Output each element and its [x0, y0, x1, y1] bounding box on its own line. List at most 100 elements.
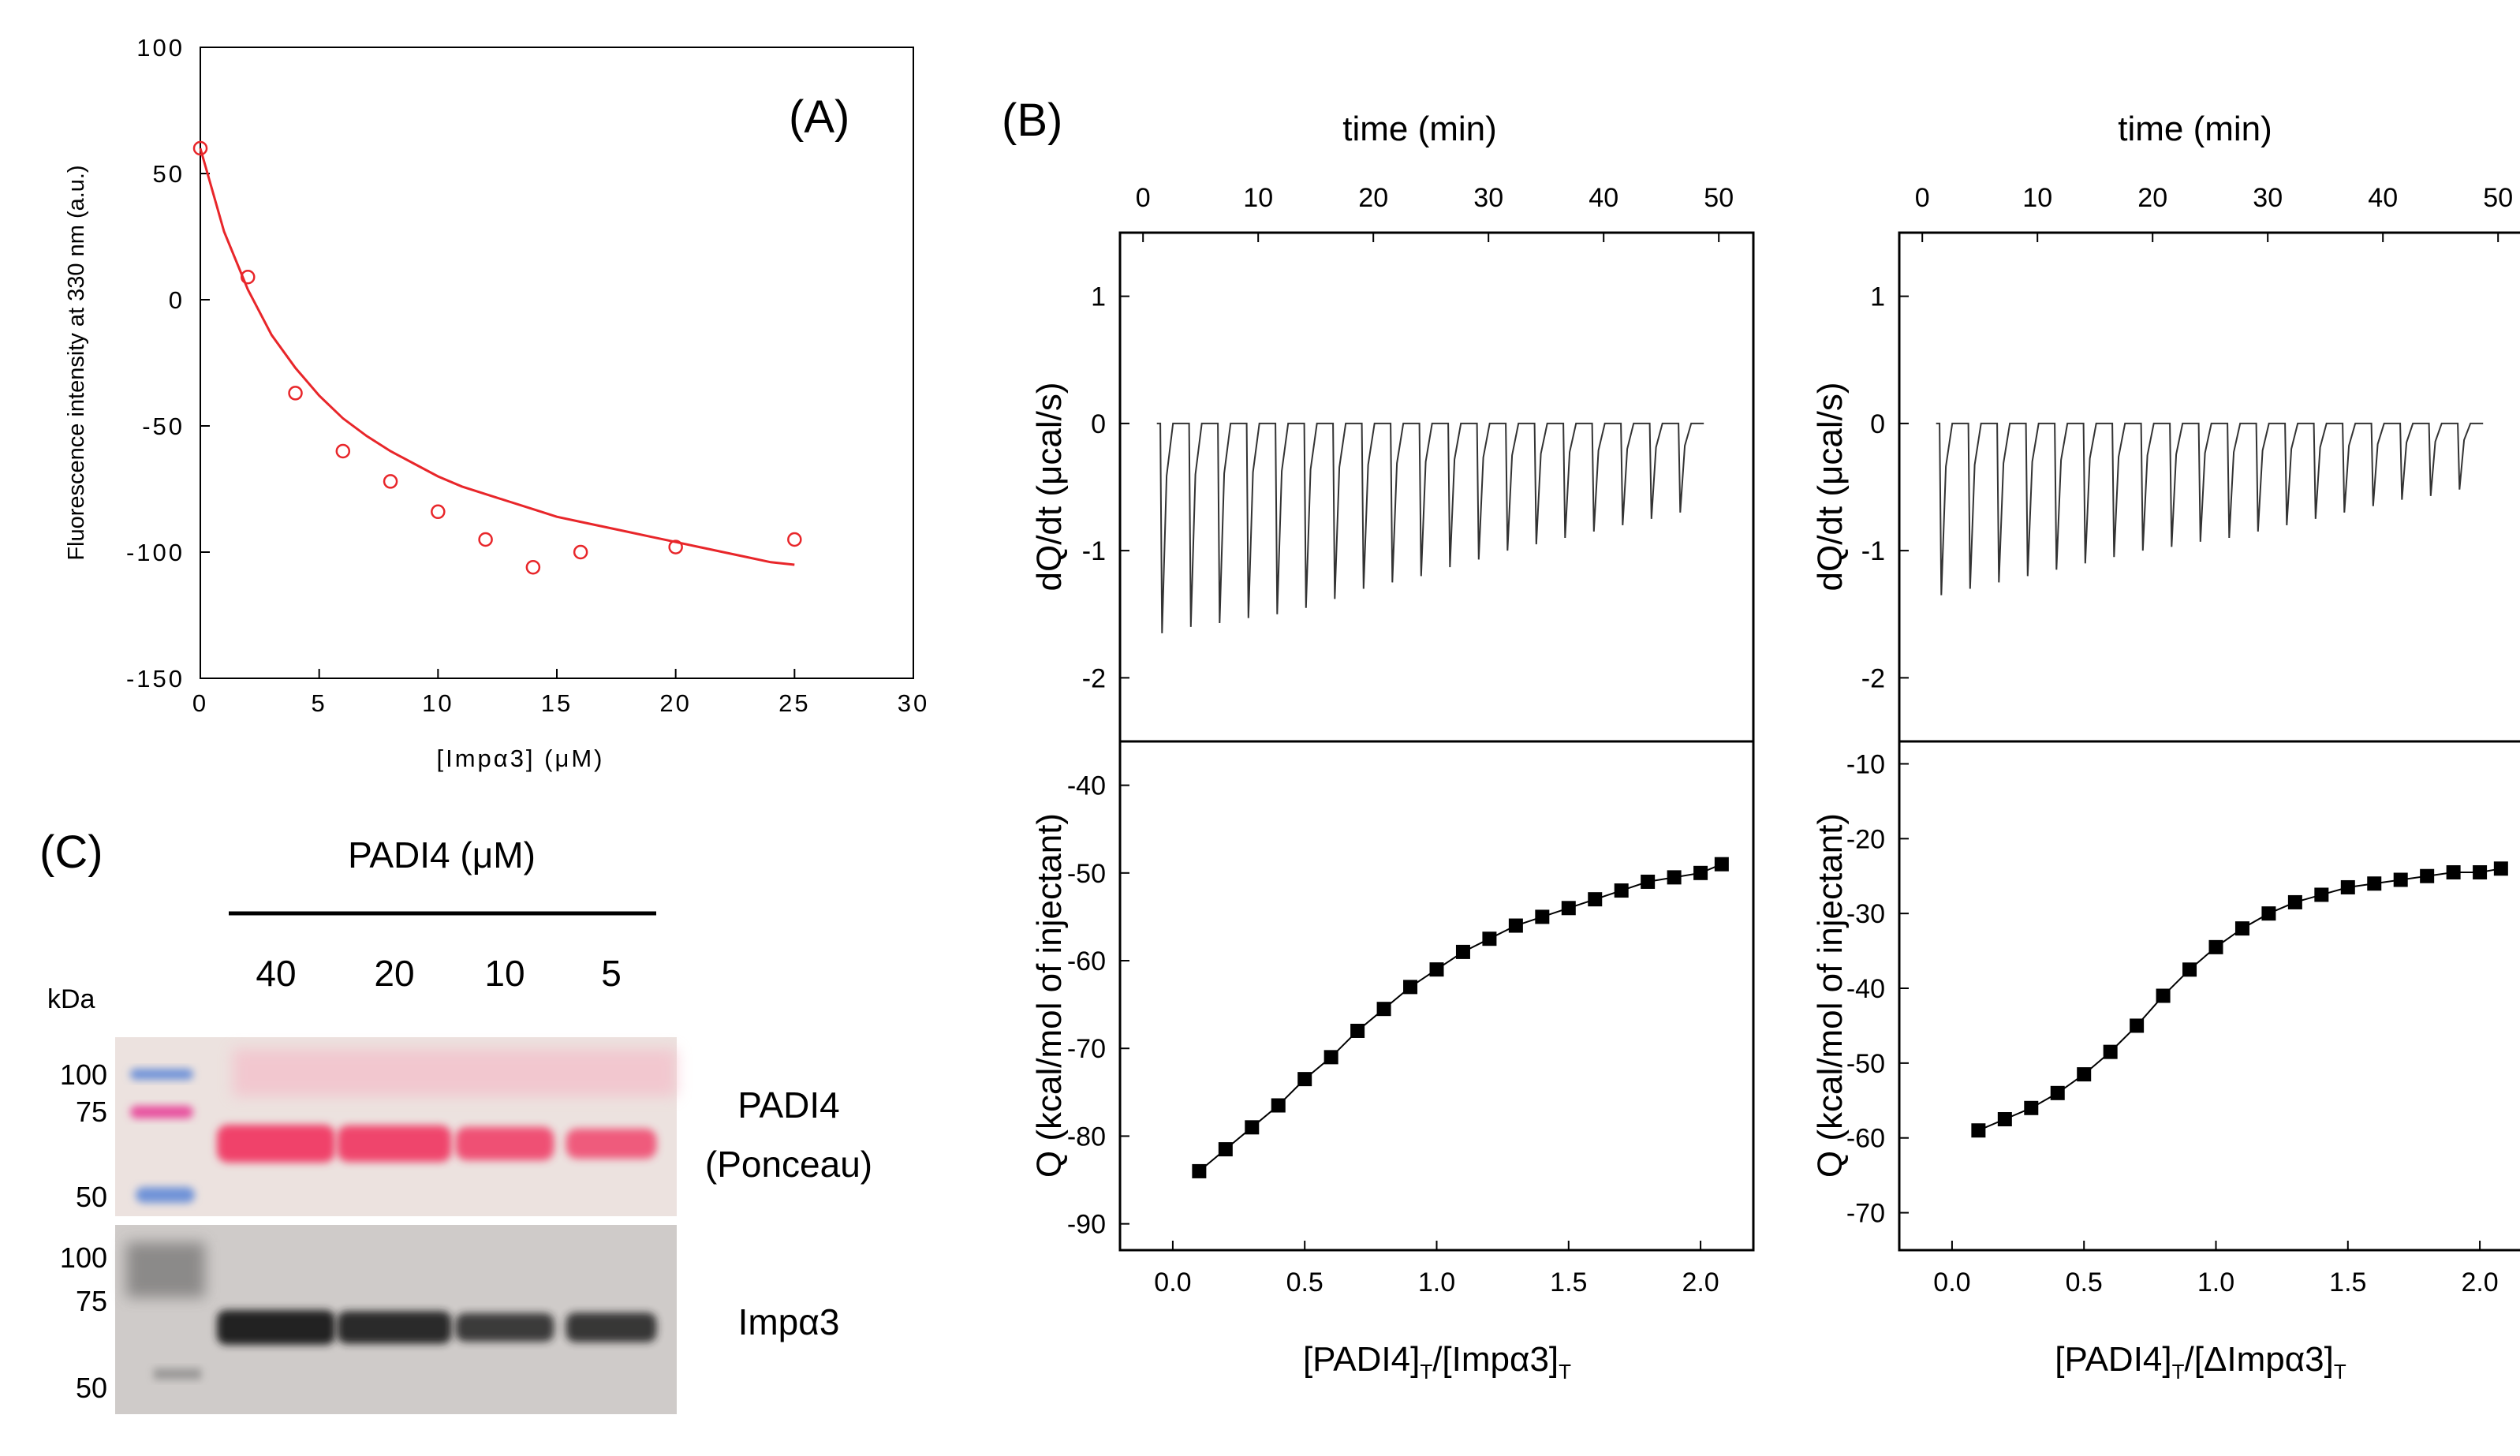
- b-right-time-label: time (min): [2118, 110, 2272, 148]
- b-right-raw-frame: [1898, 231, 2520, 743]
- ponceau-label-1: PADI4: [737, 1085, 840, 1126]
- bL-ratio-tick-label: 1.0: [1418, 1267, 1455, 1297]
- bL-data-point: [1561, 901, 1576, 916]
- a-data-point: [787, 532, 802, 547]
- ponceau-band: [337, 1125, 452, 1163]
- ladder-band-100: [130, 1069, 193, 1080]
- ponceau-band: [566, 1128, 657, 1159]
- western-ladder-smear: [126, 1242, 205, 1297]
- western-band: [566, 1312, 657, 1342]
- bL-q-ytick-label: -60: [1067, 946, 1106, 976]
- bL-data-point: [1641, 874, 1656, 889]
- bL-raw-ytick-label: -2: [1082, 663, 1106, 693]
- bL-data-point: [1714, 857, 1729, 872]
- b-left-fit-frame: [1118, 740, 1755, 1252]
- bR-data-point: [2287, 894, 2302, 909]
- bR-data-point: [2393, 872, 2408, 887]
- a-ytick-label: 0: [169, 286, 185, 314]
- bR-data-point: [2050, 1085, 2065, 1100]
- a-ytick-label: -100: [126, 539, 185, 566]
- bL-time-tick-label: 30: [1473, 183, 1503, 213]
- bL-time-tick-label: 50: [1704, 183, 1734, 213]
- bL-time-tick-label: 0: [1136, 183, 1151, 213]
- bR-time-tick-label: 50: [2483, 183, 2513, 213]
- bR-q-ytick-label: -10: [1846, 749, 1885, 779]
- bR-ratio-tick-label: 1.0: [2197, 1267, 2234, 1297]
- ponceau-label-2: (Ponceau): [705, 1144, 872, 1185]
- ladder-band-75: [130, 1106, 193, 1118]
- bR-thermogram: [1936, 422, 2484, 595]
- bR-data-point: [2077, 1067, 2092, 1082]
- panel-b-label: (B): [1002, 95, 1062, 146]
- bR-data-point: [1971, 1123, 1986, 1138]
- bR-data-point: [2130, 1018, 2145, 1033]
- top-marker-label: 75: [76, 1096, 107, 1128]
- bL-ratio-tick-label: 2.0: [1682, 1267, 1719, 1297]
- bR-q-ytick-label: -70: [1846, 1199, 1885, 1229]
- b-left-fit-ylabel: Q (kcal/mol of injectant): [1030, 813, 1069, 1178]
- a-ytick-label: 50: [153, 160, 185, 188]
- bR-time-tick-label: 20: [2137, 183, 2167, 213]
- a-data-point: [241, 269, 256, 285]
- bR-data-point: [2340, 879, 2355, 894]
- b-right-bottom-xlabel: [PADI4]T/[ΔImpα3]T: [2055, 1340, 2346, 1383]
- bR-data-point: [2182, 962, 2197, 977]
- bR-data-point: [2261, 906, 2276, 921]
- a-data-point: [431, 504, 446, 520]
- western-band: [217, 1310, 335, 1345]
- bL-q-ytick-label: -90: [1067, 1210, 1106, 1240]
- a-ytick-label: -150: [126, 665, 185, 693]
- bR-data-point: [2234, 921, 2249, 936]
- panel-a-ylabel: Fluorescence intensity at 330 nm (a.u.): [64, 165, 89, 560]
- bR-ratio-tick-label: 0.5: [2066, 1267, 2103, 1297]
- a-data-point: [668, 539, 683, 554]
- bL-ratio-tick-label: 1.5: [1550, 1267, 1587, 1297]
- bL-data-point: [1271, 1098, 1286, 1113]
- a-xtick-label: 20: [659, 689, 691, 717]
- gel-lane-label: 10: [484, 953, 525, 994]
- a-xtick-label: 0: [192, 689, 208, 717]
- bL-q-ytick-label: -80: [1067, 1122, 1106, 1152]
- bR-data-point: [2156, 988, 2171, 1003]
- bL-data-point: [1455, 944, 1470, 959]
- bR-time-tick-label: 0: [1915, 183, 1930, 213]
- bL-data-point: [1245, 1120, 1260, 1135]
- bL-data-point: [1588, 892, 1603, 907]
- a-data-point: [192, 140, 208, 156]
- a-data-point: [573, 544, 588, 560]
- b-left-raw-ylabel: dQ/dt (μcal/s): [1030, 383, 1069, 592]
- b-right-fit-frame: [1898, 740, 2520, 1252]
- a-data-point: [288, 386, 303, 401]
- bL-thermogram: [1156, 422, 1704, 633]
- gel-title: PADI4 (μM): [348, 834, 536, 875]
- bL-data-point: [1192, 1163, 1207, 1178]
- top-marker-label: 50: [76, 1181, 107, 1213]
- bR-q-ytick-label: -30: [1846, 899, 1885, 929]
- b-right-raw-ylabel: dQ/dt (μcal/s): [1811, 383, 1850, 592]
- bL-q-ytick-label: -40: [1067, 771, 1106, 801]
- bottom-marker-label: 75: [76, 1285, 107, 1317]
- bottom-marker-label: 100: [60, 1241, 107, 1274]
- bR-raw-ytick-label: -2: [1861, 663, 1885, 693]
- bL-data-point: [1218, 1142, 1233, 1157]
- bL-q-ytick-label: -50: [1067, 859, 1106, 889]
- western-ladder-band-50: [154, 1368, 201, 1379]
- bR-data-point: [2473, 864, 2488, 879]
- bR-data-point: [2208, 939, 2223, 954]
- bR-q-ytick-label: -40: [1846, 974, 1885, 1004]
- bR-time-tick-label: 10: [2022, 183, 2052, 213]
- ponceau-band: [217, 1125, 335, 1163]
- bL-data-point: [1403, 980, 1418, 995]
- panel-c-label: (C): [39, 827, 103, 878]
- bR-time-tick-label: 30: [2253, 183, 2283, 213]
- gel-lane-label: 40: [256, 953, 296, 994]
- bR-q-ytick-label: -20: [1846, 824, 1885, 854]
- bR-data-point: [2024, 1100, 2039, 1115]
- a-data-point: [525, 559, 541, 575]
- bL-data-point: [1376, 1002, 1391, 1017]
- panel-a-xlabel: [Impα3] (μM): [436, 745, 604, 772]
- a-xtick-label: 30: [898, 689, 929, 717]
